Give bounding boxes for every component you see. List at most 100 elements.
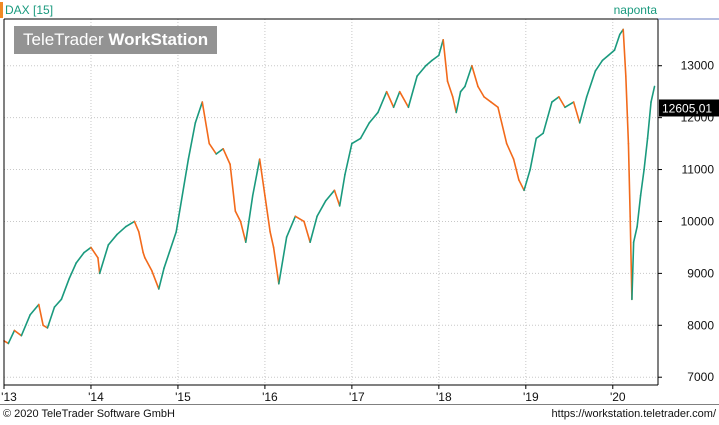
series-segment-down bbox=[625, 75, 630, 145]
series-segment-down bbox=[477, 85, 485, 98]
series-segment-up bbox=[542, 101, 553, 135]
series-segment-up bbox=[459, 85, 466, 93]
series-segment-up bbox=[187, 122, 197, 160]
x-tick-label: '18 bbox=[436, 390, 452, 404]
series-segment-up bbox=[324, 189, 336, 202]
series-segment-down bbox=[42, 324, 49, 329]
last-price-label: 12605,01 bbox=[662, 101, 712, 115]
series-segment-up bbox=[585, 70, 597, 98]
series-segment-up bbox=[416, 64, 427, 77]
series-segment-up bbox=[535, 132, 545, 140]
series-segment-down bbox=[151, 269, 160, 290]
series-segment-up bbox=[98, 244, 110, 275]
series-segment-up bbox=[163, 251, 171, 269]
series-segment-up bbox=[407, 75, 418, 109]
y-tick-label: 9000 bbox=[687, 266, 714, 280]
series-segment-up bbox=[529, 137, 538, 171]
series-segment-down bbox=[622, 28, 627, 77]
series-segment-up bbox=[251, 158, 261, 197]
series-segment-up bbox=[636, 194, 642, 228]
series-segment-down bbox=[133, 220, 140, 233]
watermark-bold: WorkStation bbox=[108, 30, 209, 49]
series-segment-down bbox=[234, 210, 242, 223]
series-segment-down bbox=[272, 246, 280, 285]
chart-title: DAX [15] bbox=[5, 3, 54, 17]
series-segment-up bbox=[60, 277, 71, 301]
series-segment-down bbox=[512, 158, 520, 181]
series-segment-up bbox=[631, 241, 635, 301]
period-label[interactable]: naponta bbox=[613, 3, 657, 17]
x-tick-label: '20 bbox=[610, 390, 626, 404]
series-segment-up bbox=[424, 59, 433, 67]
series-layer bbox=[3, 28, 656, 345]
y-tick-label: 13000 bbox=[681, 59, 715, 73]
series-segment-down bbox=[142, 251, 146, 259]
x-tick-label: '16 bbox=[262, 390, 278, 404]
series-segment-up bbox=[83, 246, 92, 254]
y-tick-label: 8000 bbox=[687, 318, 714, 332]
series-segment-up bbox=[377, 90, 388, 114]
last-price-tag-bg bbox=[659, 99, 719, 117]
series-segment-up bbox=[431, 54, 440, 62]
series-segment-up bbox=[643, 137, 649, 171]
series-segment-down bbox=[3, 340, 10, 345]
x-tick-label: '14 bbox=[88, 390, 104, 404]
series-segment-up bbox=[438, 38, 444, 57]
series-segment-up bbox=[650, 85, 656, 103]
title-accent-bar bbox=[0, 2, 3, 18]
series-segment-up bbox=[175, 194, 184, 233]
series-segment-up bbox=[564, 101, 575, 109]
x-tick-label: '13 bbox=[1, 390, 17, 404]
series-segment-up bbox=[75, 251, 85, 264]
series-segment-up bbox=[309, 215, 318, 244]
series-segment-up bbox=[455, 90, 462, 114]
series-segment-up bbox=[29, 303, 40, 316]
grid-layer bbox=[3, 19, 658, 385]
series-segment-down bbox=[264, 194, 271, 233]
series-segment-down bbox=[37, 303, 44, 327]
series-segment-up bbox=[181, 158, 190, 197]
watermark-normal: TeleTrader bbox=[23, 30, 109, 49]
series-segment-up bbox=[392, 90, 401, 109]
series-segment-down bbox=[201, 101, 211, 145]
series-segment-down bbox=[333, 189, 341, 207]
series-segment-down bbox=[90, 246, 99, 259]
series-segment-down bbox=[258, 158, 266, 197]
series-segment-up bbox=[464, 64, 473, 88]
series-segment-up bbox=[632, 225, 638, 244]
series-segment-up bbox=[351, 137, 362, 145]
series-segment-down bbox=[269, 231, 275, 249]
series-segment-down bbox=[497, 106, 508, 145]
series-segment-up bbox=[285, 215, 297, 238]
footer-url-link[interactable]: https://workstation.teletrader.com/ bbox=[551, 408, 716, 420]
series-segment-up bbox=[551, 96, 560, 103]
series-segment-up bbox=[601, 54, 610, 62]
series-segment-up bbox=[607, 49, 616, 57]
x-tick-label: '17 bbox=[349, 390, 365, 404]
series-segment-up bbox=[107, 233, 118, 246]
series-segment-up bbox=[344, 142, 353, 176]
series-segment-up bbox=[278, 236, 288, 285]
teletrader-logo: TeleTrader WorkStation bbox=[14, 26, 218, 54]
series-segment-down bbox=[627, 142, 631, 218]
series-segment-up bbox=[316, 199, 327, 218]
x-tick-label: '15 bbox=[175, 390, 191, 404]
series-segment-up bbox=[215, 147, 224, 155]
series-segment-down bbox=[572, 101, 581, 124]
y-tick-label: 11000 bbox=[682, 163, 715, 177]
series-segment-down bbox=[558, 96, 566, 109]
series-segment-down bbox=[446, 80, 454, 98]
series-segment-down bbox=[97, 257, 101, 275]
series-segment-up bbox=[578, 96, 588, 124]
price-chart[interactable]: 70008000900010000110001200013000'13'14'1… bbox=[0, 0, 719, 405]
series-segment-up bbox=[594, 59, 604, 72]
series-segment-down bbox=[138, 231, 144, 254]
series-segment-up bbox=[338, 173, 346, 207]
series-segment-down bbox=[385, 90, 395, 109]
series-segment-up bbox=[359, 122, 371, 140]
series-segment-up bbox=[20, 314, 31, 337]
x-tick-label: '19 bbox=[523, 390, 539, 404]
series-segment-up bbox=[168, 231, 177, 254]
series-segment-down bbox=[222, 147, 231, 166]
